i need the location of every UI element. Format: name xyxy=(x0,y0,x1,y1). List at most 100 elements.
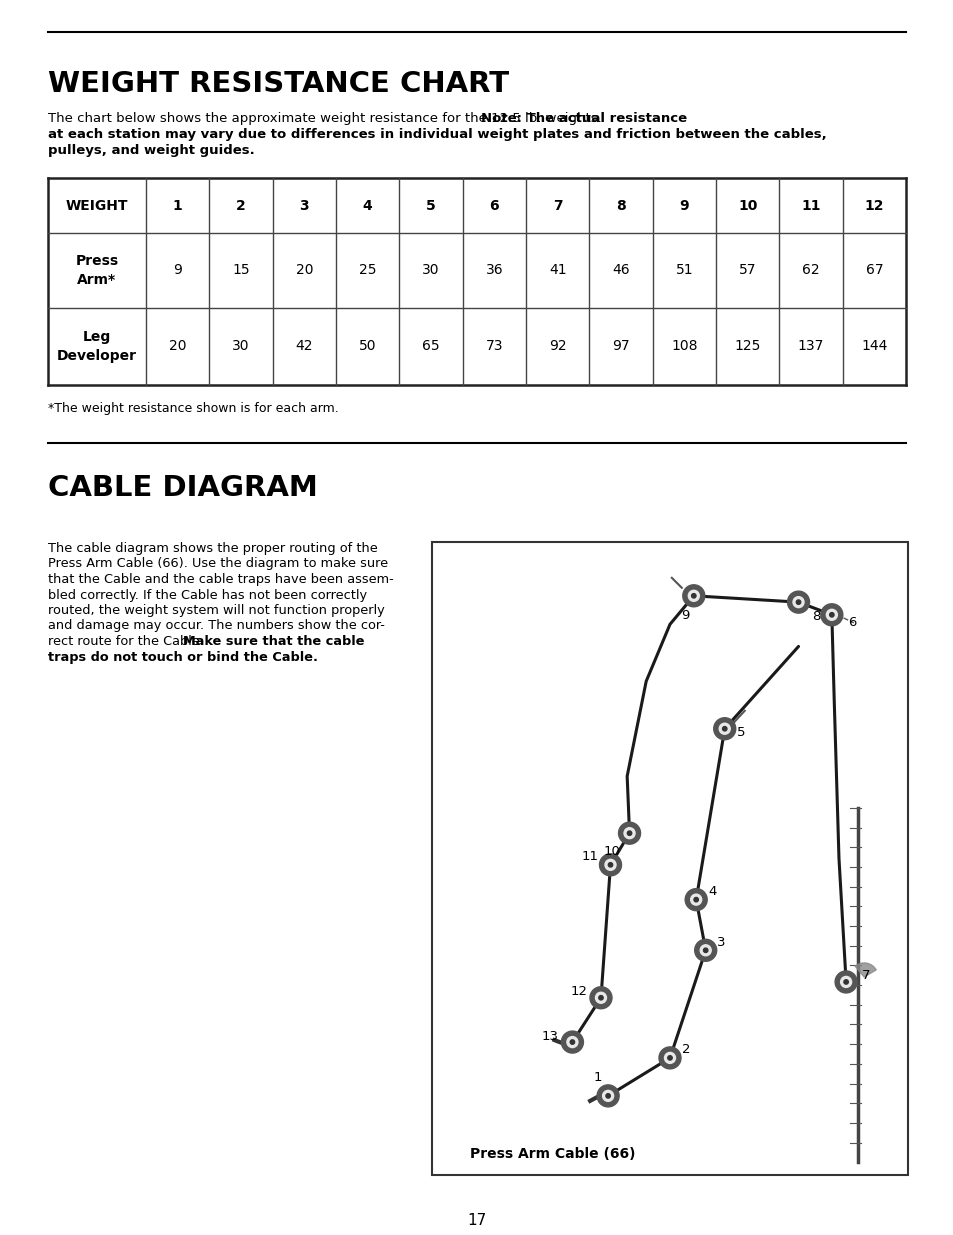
Circle shape xyxy=(693,898,698,902)
Text: 36: 36 xyxy=(485,263,502,278)
Circle shape xyxy=(721,726,726,731)
Circle shape xyxy=(843,979,847,984)
Text: 12: 12 xyxy=(570,986,587,998)
Text: rect route for the Cable.: rect route for the Cable. xyxy=(48,635,208,648)
Text: 108: 108 xyxy=(670,340,697,353)
Text: 9: 9 xyxy=(173,263,182,278)
Text: 5: 5 xyxy=(426,199,436,212)
Circle shape xyxy=(598,995,602,1000)
Circle shape xyxy=(834,971,856,993)
Text: 5: 5 xyxy=(736,726,744,740)
Circle shape xyxy=(598,853,620,876)
Circle shape xyxy=(792,597,803,608)
Text: WEIGHT RESISTANCE CHART: WEIGHT RESISTANCE CHART xyxy=(48,70,509,98)
Text: 6: 6 xyxy=(489,199,498,212)
Circle shape xyxy=(786,592,809,613)
Text: 1: 1 xyxy=(172,199,182,212)
Text: 30: 30 xyxy=(422,263,439,278)
Text: 137: 137 xyxy=(797,340,823,353)
Circle shape xyxy=(694,940,716,961)
Circle shape xyxy=(825,609,837,620)
Text: 57: 57 xyxy=(739,263,756,278)
Text: 12: 12 xyxy=(863,199,883,212)
Circle shape xyxy=(690,894,701,905)
Text: 67: 67 xyxy=(864,263,882,278)
Text: 3: 3 xyxy=(717,936,725,948)
Circle shape xyxy=(566,1036,578,1047)
Circle shape xyxy=(687,590,699,601)
Text: 2: 2 xyxy=(236,199,246,212)
Text: 7: 7 xyxy=(553,199,562,212)
Text: 65: 65 xyxy=(422,340,439,353)
Text: The cable diagram shows the proper routing of the: The cable diagram shows the proper routi… xyxy=(48,542,377,555)
Text: 125: 125 xyxy=(734,340,760,353)
Circle shape xyxy=(820,604,841,626)
Text: 15: 15 xyxy=(232,263,250,278)
Text: 50: 50 xyxy=(358,340,376,353)
Text: 6: 6 xyxy=(847,616,855,630)
Text: Leg
Developer: Leg Developer xyxy=(57,330,137,363)
Text: The chart below shows the approximate weight resistance for the 12.5 lb. weights: The chart below shows the approximate we… xyxy=(48,112,605,125)
Text: 92: 92 xyxy=(548,340,566,353)
Text: 20: 20 xyxy=(169,340,186,353)
Text: bled correctly. If the Cable has not been correctly: bled correctly. If the Cable has not bee… xyxy=(48,589,367,601)
Text: CABLE DIAGRAM: CABLE DIAGRAM xyxy=(48,474,317,501)
Circle shape xyxy=(719,724,729,735)
Circle shape xyxy=(664,1052,675,1063)
Text: 11: 11 xyxy=(581,851,598,863)
Text: that the Cable and the cable traps have been assem-: that the Cable and the cable traps have … xyxy=(48,573,394,585)
Circle shape xyxy=(560,1031,583,1053)
Text: Make sure that the cable: Make sure that the cable xyxy=(182,635,364,648)
Circle shape xyxy=(796,600,800,604)
Text: 9: 9 xyxy=(679,199,688,212)
Wedge shape xyxy=(854,963,875,977)
Circle shape xyxy=(829,613,833,618)
Text: 51: 51 xyxy=(675,263,693,278)
Circle shape xyxy=(570,1040,574,1045)
Text: 41: 41 xyxy=(548,263,566,278)
Text: Press
Arm*: Press Arm* xyxy=(75,253,118,288)
Circle shape xyxy=(623,827,635,839)
Circle shape xyxy=(595,992,606,1003)
Text: 42: 42 xyxy=(295,340,313,353)
Text: 9: 9 xyxy=(680,609,689,622)
Text: and damage may occur. The numbers show the cor-: and damage may occur. The numbers show t… xyxy=(48,620,384,632)
Text: Press Arm Cable (66). Use the diagram to make sure: Press Arm Cable (66). Use the diagram to… xyxy=(48,557,388,571)
Text: 8: 8 xyxy=(616,199,625,212)
Circle shape xyxy=(691,594,696,598)
Text: 2: 2 xyxy=(681,1044,690,1056)
Text: 62: 62 xyxy=(801,263,819,278)
Bar xyxy=(432,542,907,1174)
Text: pulleys, and weight guides.: pulleys, and weight guides. xyxy=(48,144,254,157)
Circle shape xyxy=(702,948,707,952)
Text: 144: 144 xyxy=(861,340,886,353)
Text: Press Arm Cable (66): Press Arm Cable (66) xyxy=(470,1146,635,1161)
Text: *The weight resistance shown is for each arm.: *The weight resistance shown is for each… xyxy=(48,403,338,415)
Circle shape xyxy=(597,1084,618,1107)
Circle shape xyxy=(840,977,851,988)
Text: 4: 4 xyxy=(362,199,373,212)
Text: 46: 46 xyxy=(612,263,629,278)
Circle shape xyxy=(604,860,616,871)
Circle shape xyxy=(713,718,735,740)
Circle shape xyxy=(700,945,710,956)
Text: 30: 30 xyxy=(232,340,250,353)
Text: routed, the weight system will not function properly: routed, the weight system will not funct… xyxy=(48,604,384,618)
Text: 73: 73 xyxy=(485,340,502,353)
Text: 20: 20 xyxy=(295,263,313,278)
Circle shape xyxy=(618,823,639,845)
Text: 11: 11 xyxy=(801,199,820,212)
Circle shape xyxy=(682,585,704,606)
Text: 3: 3 xyxy=(299,199,309,212)
Text: traps do not touch or bind the Cable.: traps do not touch or bind the Cable. xyxy=(48,651,317,663)
Circle shape xyxy=(659,1047,680,1070)
Circle shape xyxy=(589,987,611,1009)
Text: 4: 4 xyxy=(707,885,716,898)
Circle shape xyxy=(602,1091,613,1102)
Circle shape xyxy=(684,889,706,910)
Text: Note: The actual resistance: Note: The actual resistance xyxy=(480,112,686,125)
Circle shape xyxy=(605,1094,610,1098)
Text: 10: 10 xyxy=(602,845,619,857)
Text: 13: 13 xyxy=(541,1030,558,1042)
Circle shape xyxy=(627,831,631,835)
